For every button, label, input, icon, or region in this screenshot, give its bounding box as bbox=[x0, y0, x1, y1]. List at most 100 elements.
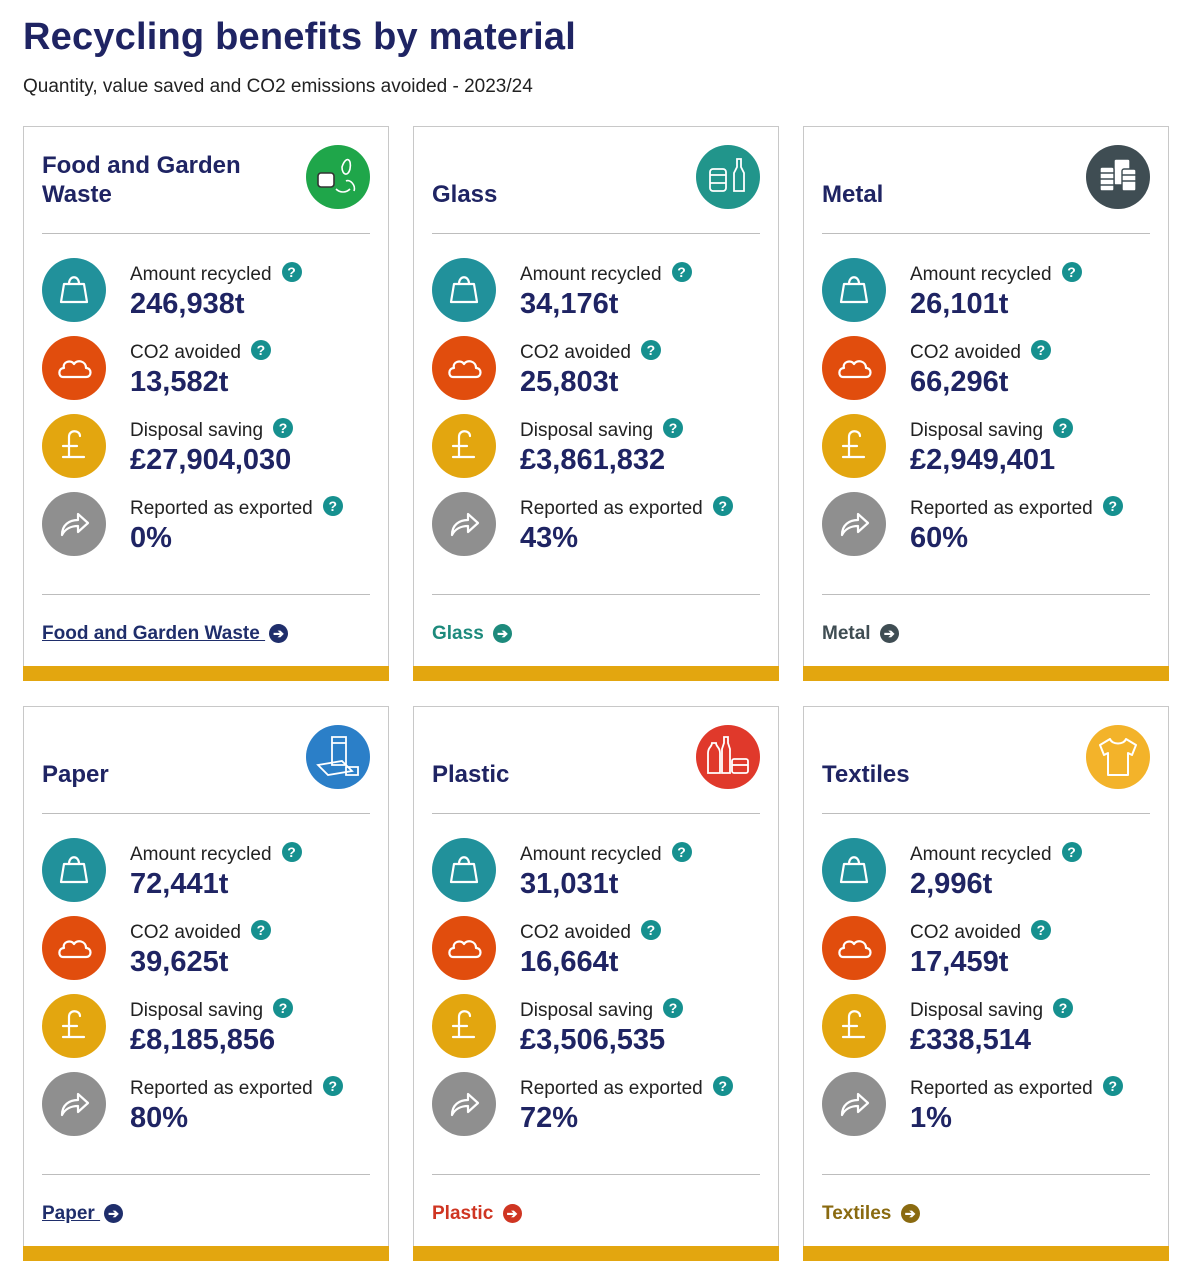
cloud-icon bbox=[822, 336, 886, 400]
material-link[interactable]: Metal ➔ bbox=[822, 623, 899, 645]
stat-co2-avoided: CO2 avoided? 17,459t bbox=[822, 916, 1152, 982]
stat-value: 25,803t bbox=[520, 366, 619, 398]
help-icon[interactable]: ? bbox=[1061, 842, 1082, 862]
stat-label: Amount recycled bbox=[910, 844, 1052, 865]
material-link-text: Plastic bbox=[432, 1203, 499, 1224]
stat-amount-recycled: Amount recycled? 34,176t bbox=[432, 258, 762, 324]
divider bbox=[42, 233, 370, 234]
pound-icon bbox=[432, 994, 496, 1058]
card-accent-bar bbox=[803, 666, 1169, 681]
material-card-plastic: Plastic Amount recycled? 31,031t CO2 avo… bbox=[413, 706, 779, 1261]
help-icon[interactable]: ? bbox=[281, 842, 302, 862]
material-link-text: Glass bbox=[432, 623, 490, 644]
stat-co2-avoided: CO2 avoided? 39,625t bbox=[42, 916, 372, 982]
stat-value: 31,031t bbox=[520, 868, 619, 900]
stat-amount-recycled: Amount recycled? 72,441t bbox=[42, 838, 372, 904]
material-link[interactable]: Food and Garden Waste ➔ bbox=[42, 623, 289, 645]
stat-co2-avoided: CO2 avoided? 16,664t bbox=[432, 916, 762, 982]
help-icon[interactable]: ? bbox=[281, 262, 302, 282]
stat-value: 1% bbox=[910, 1102, 952, 1134]
stat-reported-exported: Reported as exported? 60% bbox=[822, 492, 1152, 558]
help-icon[interactable]: ? bbox=[1061, 262, 1082, 282]
arrow-right-icon: ➔ bbox=[879, 624, 899, 643]
stat-label: CO2 avoided bbox=[130, 342, 241, 363]
card-accent-bar bbox=[23, 1246, 389, 1261]
help-icon[interactable]: ? bbox=[1102, 496, 1123, 516]
pound-icon bbox=[822, 414, 886, 478]
stat-label: Reported as exported bbox=[130, 1078, 313, 1099]
card-accent-bar bbox=[803, 1246, 1169, 1261]
stat-label: Disposal saving bbox=[910, 1000, 1044, 1021]
food-garden-waste-icon bbox=[306, 145, 370, 209]
material-card-paper: Paper Amount recycled? 72,441t CO2 avoid… bbox=[23, 706, 389, 1261]
material-link[interactable]: Plastic ➔ bbox=[432, 1203, 522, 1225]
help-icon[interactable]: ? bbox=[671, 262, 692, 282]
shopping-bag-icon bbox=[822, 258, 886, 322]
stat-co2-avoided: CO2 avoided? 13,582t bbox=[42, 336, 372, 402]
stat-label: Amount recycled bbox=[130, 844, 272, 865]
help-icon[interactable]: ? bbox=[712, 1076, 733, 1096]
help-icon[interactable]: ? bbox=[640, 920, 661, 940]
stat-value: 66,296t bbox=[910, 366, 1009, 398]
stat-label: Disposal saving bbox=[130, 420, 264, 441]
help-icon[interactable]: ? bbox=[663, 998, 684, 1018]
share-arrow-icon bbox=[822, 492, 886, 556]
stat-label: Disposal saving bbox=[910, 420, 1044, 441]
help-icon[interactable]: ? bbox=[273, 998, 294, 1018]
pound-icon bbox=[42, 994, 106, 1058]
stat-label: Amount recycled bbox=[910, 264, 1052, 285]
arrow-right-icon: ➔ bbox=[269, 624, 289, 643]
page-title: Recycling benefits by material bbox=[23, 16, 576, 58]
stat-label: Amount recycled bbox=[130, 264, 272, 285]
help-icon[interactable]: ? bbox=[671, 842, 692, 862]
stat-value: 16,664t bbox=[520, 946, 619, 978]
stat-label: Reported as exported bbox=[910, 498, 1093, 519]
material-link-text: Metal bbox=[822, 623, 876, 644]
stat-label: Disposal saving bbox=[130, 1000, 264, 1021]
help-icon[interactable]: ? bbox=[250, 920, 271, 940]
help-icon[interactable]: ? bbox=[712, 496, 733, 516]
divider bbox=[822, 1174, 1150, 1175]
stat-amount-recycled: Amount recycled? 31,031t bbox=[432, 838, 762, 904]
share-arrow-icon bbox=[42, 492, 106, 556]
material-card-textiles: Textiles Amount recycled? 2,996t CO2 avo… bbox=[803, 706, 1169, 1261]
stat-value: 72,441t bbox=[130, 868, 229, 900]
help-icon[interactable]: ? bbox=[1102, 1076, 1123, 1096]
material-link[interactable]: Textiles ➔ bbox=[822, 1203, 920, 1225]
stat-value: 26,101t bbox=[910, 288, 1009, 320]
divider bbox=[432, 233, 760, 234]
material-link[interactable]: Paper ➔ bbox=[42, 1203, 124, 1225]
t-shirt-icon bbox=[1086, 725, 1150, 789]
stat-label: CO2 avoided bbox=[520, 342, 631, 363]
help-icon[interactable]: ? bbox=[322, 1076, 343, 1096]
stat-label: CO2 avoided bbox=[910, 922, 1021, 943]
help-icon[interactable]: ? bbox=[322, 496, 343, 516]
help-icon[interactable]: ? bbox=[1053, 998, 1074, 1018]
stat-disposal-saving: Disposal saving? £3,506,535 bbox=[432, 994, 762, 1060]
pound-icon bbox=[42, 414, 106, 478]
help-icon[interactable]: ? bbox=[250, 340, 271, 360]
cloud-icon bbox=[42, 336, 106, 400]
divider bbox=[822, 594, 1150, 595]
divider bbox=[432, 594, 760, 595]
stat-value: 80% bbox=[130, 1102, 189, 1134]
stat-label: Reported as exported bbox=[130, 498, 313, 519]
help-icon[interactable]: ? bbox=[1030, 920, 1051, 940]
stat-reported-exported: Reported as exported? 72% bbox=[432, 1072, 762, 1138]
help-icon[interactable]: ? bbox=[640, 340, 661, 360]
stat-co2-avoided: CO2 avoided? 25,803t bbox=[432, 336, 762, 402]
material-link-text: Food and Garden Waste bbox=[42, 623, 266, 644]
stat-label: Amount recycled bbox=[520, 844, 662, 865]
material-link[interactable]: Glass ➔ bbox=[432, 623, 513, 645]
material-card-glass: Glass Amount recycled? 34,176t CO2 avoid… bbox=[413, 126, 779, 681]
stat-value: £338,514 bbox=[910, 1024, 1031, 1056]
help-icon[interactable]: ? bbox=[1053, 418, 1074, 438]
help-icon[interactable]: ? bbox=[663, 418, 684, 438]
help-icon[interactable]: ? bbox=[1030, 340, 1051, 360]
divider bbox=[822, 233, 1150, 234]
help-icon[interactable]: ? bbox=[273, 418, 294, 438]
divider bbox=[42, 594, 370, 595]
stat-value: 17,459t bbox=[910, 946, 1009, 978]
plastic-bottles-icon bbox=[696, 725, 760, 789]
stat-value: 39,625t bbox=[130, 946, 229, 978]
